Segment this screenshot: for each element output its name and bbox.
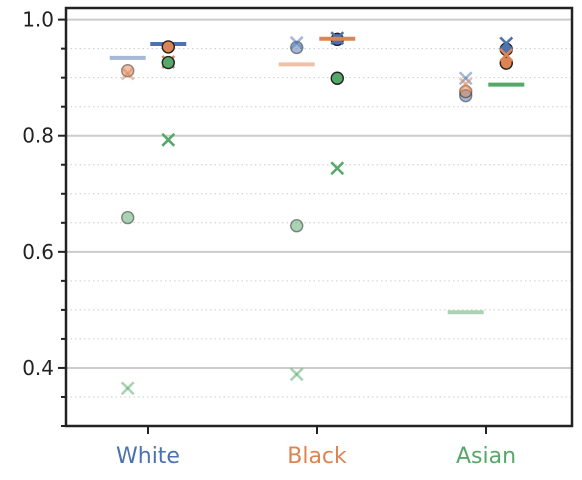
circle-point xyxy=(290,219,304,233)
cross-stroke xyxy=(330,161,345,176)
circle-point xyxy=(499,56,513,70)
cross-point xyxy=(499,36,514,51)
cross-stroke xyxy=(161,132,176,147)
circle-point xyxy=(121,63,135,78)
cross-stroke xyxy=(499,36,514,51)
cross-stroke xyxy=(289,35,304,50)
cross-stroke xyxy=(499,48,514,62)
plot-frame xyxy=(64,6,574,428)
x-category-label: White xyxy=(116,444,180,469)
cross-point xyxy=(289,35,304,50)
cross-point xyxy=(499,48,514,62)
axes xyxy=(58,6,574,434)
cross-stroke xyxy=(458,77,473,91)
cross-point xyxy=(161,132,176,147)
cross-stroke xyxy=(458,71,473,86)
cross-point xyxy=(289,367,304,382)
grid-lines xyxy=(66,18,572,398)
circle-point xyxy=(121,210,135,225)
cross-point xyxy=(458,71,473,86)
circle-point xyxy=(330,71,344,85)
y-tick-label: 0.8 xyxy=(22,124,54,148)
y-tick-label: 0.4 xyxy=(22,356,54,380)
cross-stroke xyxy=(120,381,135,396)
cross-point xyxy=(330,161,345,176)
y-tick-label: 1.0 xyxy=(22,8,54,32)
x-category-labels: White Black Asian xyxy=(116,444,516,469)
data-marks xyxy=(109,31,525,396)
circle-point xyxy=(161,55,175,70)
x-category-label: Black xyxy=(287,444,347,469)
cross-point xyxy=(120,381,135,396)
cross-point xyxy=(458,77,473,91)
cross-stroke xyxy=(120,66,135,81)
x-category-label: Asian xyxy=(456,444,516,469)
y-tick-labels: 0.4 0.6 0.8 1.0 xyxy=(22,8,54,380)
circle-point xyxy=(161,40,175,54)
y-tick-label: 0.6 xyxy=(22,240,54,264)
cross-point xyxy=(120,66,135,81)
cross-stroke xyxy=(289,367,304,382)
